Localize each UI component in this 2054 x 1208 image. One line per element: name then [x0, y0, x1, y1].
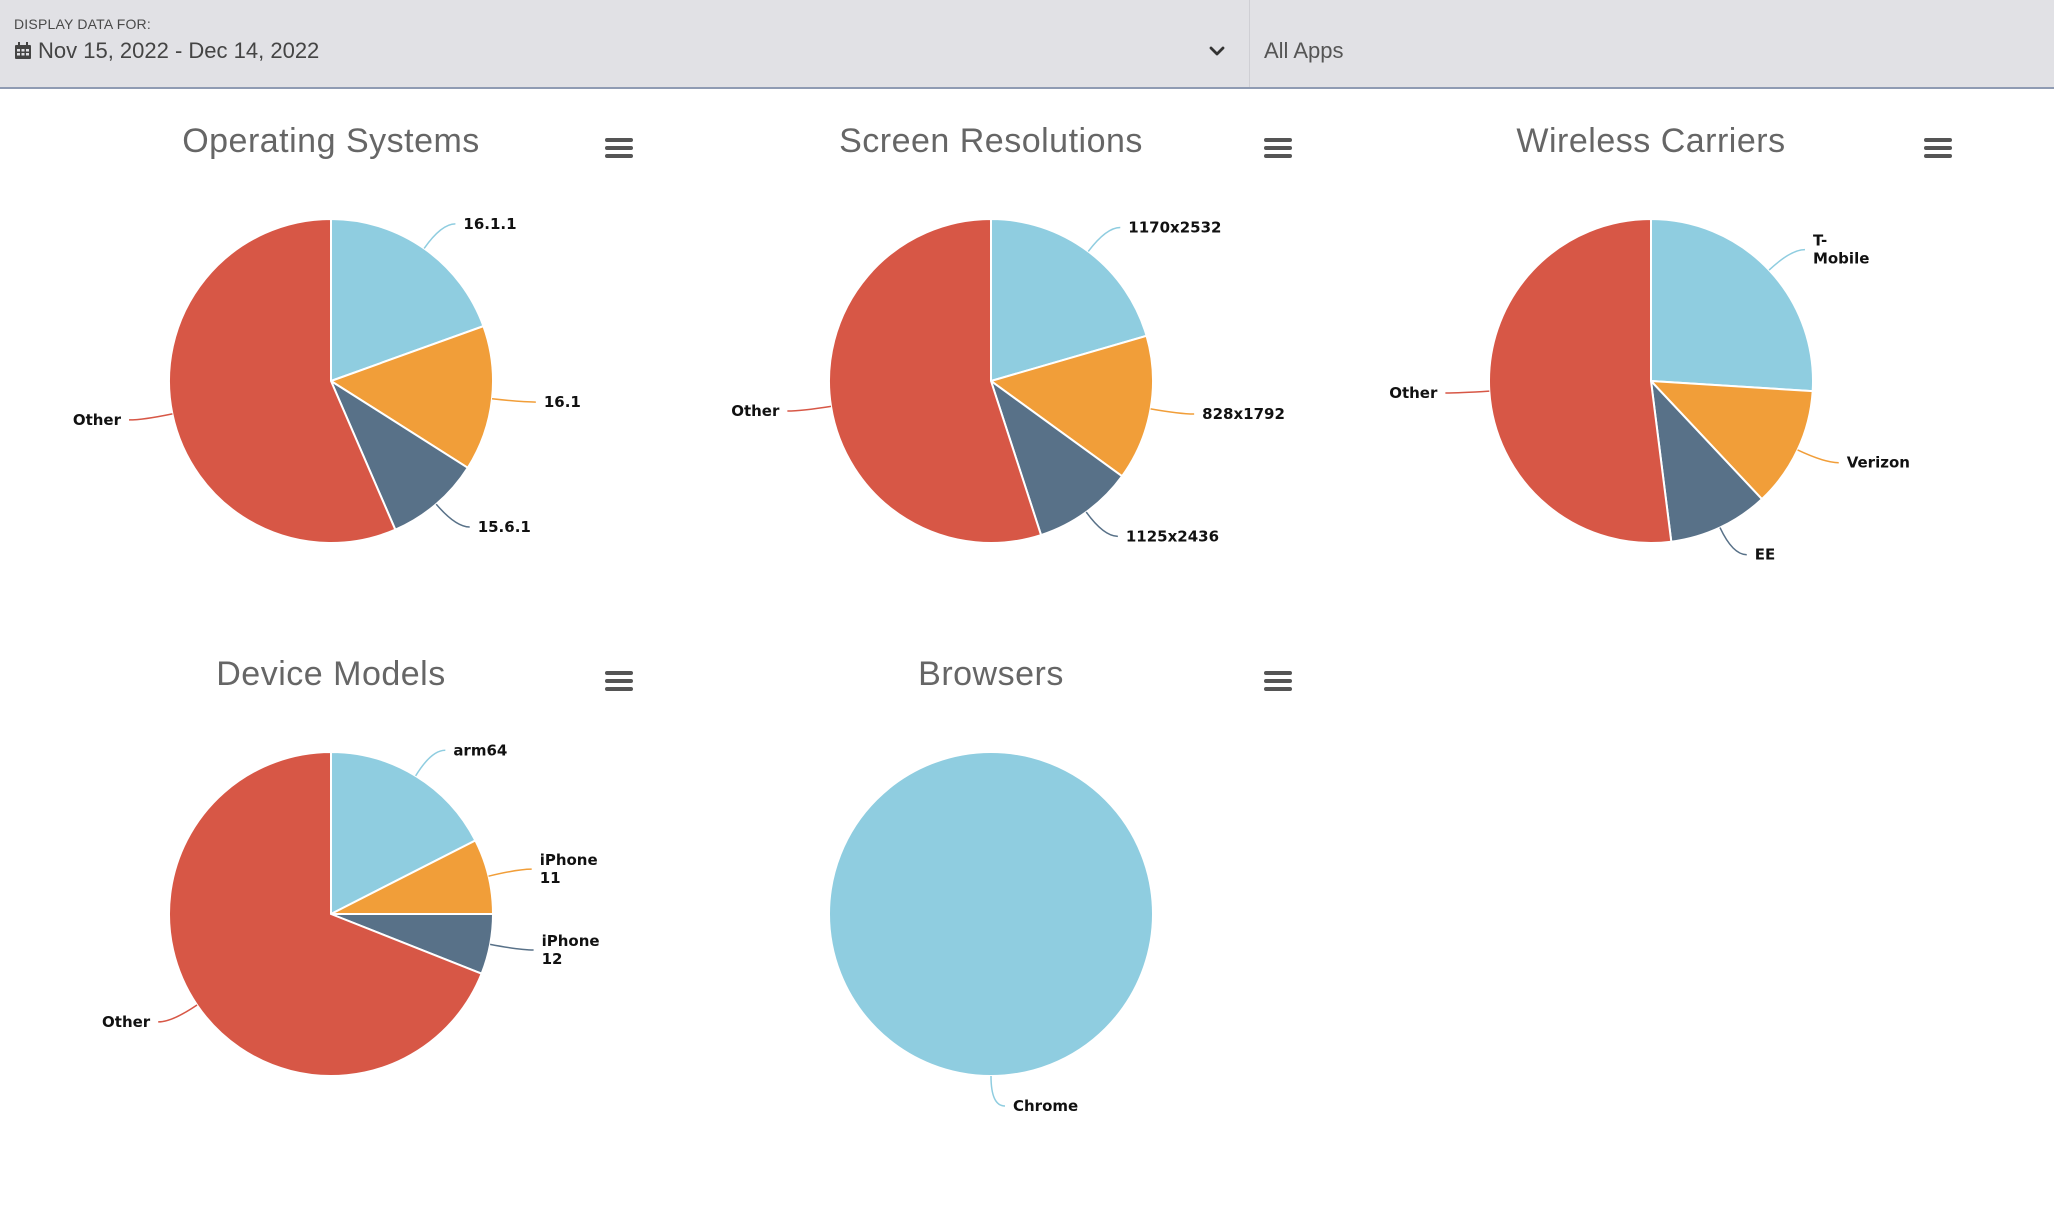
label-connector [990, 1075, 1006, 1107]
data-label-other: Other [73, 411, 122, 429]
chart-title: Wireless Carriers [1516, 122, 1786, 160]
chart-panel-wireless-carriers: Wireless Carriers T-Mobile Verizon EE Other [1321, 94, 1961, 614]
label-connector [423, 223, 456, 249]
label-connector [1445, 390, 1490, 394]
data-label-15-6-1: 15.6.1 [478, 518, 531, 536]
data-label-other: Other [731, 402, 780, 420]
label-connector [488, 868, 532, 877]
data-label-verizon: Verizon [1847, 454, 1910, 472]
chart-menu-icon[interactable] [1264, 138, 1292, 162]
pie-slice-chrome[interactable] [828, 751, 1154, 1077]
chart-panel-screen-resolutions: Screen Resolutions 1170x2532 828x1792 1125… [661, 94, 1301, 614]
chart-title: Browsers [918, 655, 1064, 693]
app-selector-value: All Apps [1264, 38, 1344, 63]
label-connector [787, 405, 832, 412]
label-connector [489, 943, 534, 951]
data-label-iphone-11: iPhone 11 [540, 851, 598, 887]
chart-panel-operating-systems: Operating Systems 16.1.1 16.1 15.6.1 Other [1, 94, 641, 614]
chart-title: Operating Systems [182, 122, 480, 160]
data-label-1125x2436: 1125x2436 [1126, 527, 1219, 545]
data-label-ee: EE [1755, 546, 1776, 564]
pie-slice-16-1-1[interactable] [330, 217, 485, 383]
chevron-down-icon[interactable] [1206, 40, 1228, 62]
data-label-other: Other [102, 1013, 151, 1031]
pie-slice-1125x2436[interactable] [989, 378, 1124, 537]
label-connector [158, 1004, 198, 1023]
data-label-16-1-1: 16.1.1 [463, 215, 516, 233]
data-label-other: Other [1389, 384, 1438, 402]
pie-chart-device-models: arm64 iPhone 11 iPhone 12 Other [102, 741, 600, 1077]
pie-slice-other[interactable] [168, 217, 397, 544]
chart-menu-icon[interactable] [605, 138, 633, 162]
label-connector [491, 398, 536, 403]
pie-chart-screen-resolutions: 1170x2532 828x1792 1125x2436 Other [731, 217, 1285, 545]
pie-chart-wireless-carriers: T-Mobile Verizon EE Other [1389, 217, 1910, 564]
label-connector [1719, 527, 1747, 556]
date-range-selector[interactable]: DISPLAY DATA FOR: Nov 15, 2022 - Dec 14,… [0, 0, 1250, 87]
label-connector [1087, 226, 1121, 252]
chart-panel-browsers: Browsers Chrome [661, 627, 1301, 1147]
chart-menu-icon[interactable] [1924, 138, 1952, 162]
label-connector [1085, 511, 1118, 538]
chart-panel-device-models: Device Models arm64 iPhone 11 iPhone 12 Other [1, 627, 641, 1147]
data-label-1170x2532: 1170x2532 [1128, 218, 1221, 236]
pie-slice-t-mobile[interactable] [1650, 217, 1814, 393]
label-connector [1797, 449, 1839, 464]
data-label-chrome: Chrome [1013, 1097, 1078, 1115]
date-range-display: Nov 15, 2022 - Dec 14, 2022 [14, 38, 319, 64]
calendar-icon [15, 42, 31, 59]
label-connector [415, 749, 446, 777]
app-selector[interactable]: All Apps [1250, 0, 2054, 87]
date-range-label: DISPLAY DATA FOR: [14, 16, 151, 32]
pie-slice-other[interactable] [168, 750, 483, 1077]
label-connector [1768, 248, 1806, 271]
chart-title: Device Models [216, 655, 446, 693]
pie-slice-other[interactable] [828, 217, 1043, 544]
chart-menu-icon[interactable] [605, 671, 633, 695]
pie-slice-other[interactable] [1488, 217, 1673, 544]
data-label-t-mobile: T-Mobile [1813, 232, 1869, 268]
date-range-value: Nov 15, 2022 - Dec 14, 2022 [38, 38, 320, 63]
data-label-iphone-12: iPhone 12 [542, 932, 600, 968]
pie-slice-arm64[interactable] [330, 750, 477, 916]
pie-chart-browsers: Chrome [828, 751, 1154, 1115]
pie-chart-operating-systems: 16.1.1 16.1 15.6.1 Other [73, 215, 581, 544]
chart-menu-icon[interactable] [1264, 671, 1292, 695]
pie-slice-verizon[interactable] [1648, 379, 1814, 501]
filter-bar: DISPLAY DATA FOR: Nov 15, 2022 - Dec 14,… [0, 0, 2054, 89]
chart-title: Screen Resolutions [839, 122, 1143, 160]
data-label-16-1: 16.1 [544, 393, 581, 411]
label-connector [128, 413, 173, 421]
label-connector [435, 503, 470, 528]
pie-slice-15-6-1[interactable] [328, 378, 470, 531]
data-label-arm64: arm64 [453, 741, 507, 759]
label-connector [1150, 408, 1195, 415]
data-label-828x1792: 828x1792 [1202, 405, 1285, 423]
